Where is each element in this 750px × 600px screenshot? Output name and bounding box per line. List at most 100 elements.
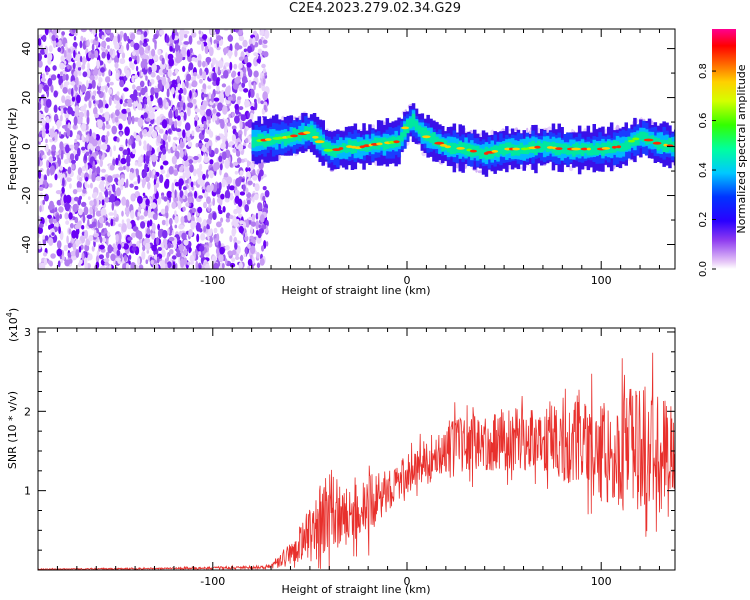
noise-speck [64, 259, 71, 267]
noise-speck [224, 159, 230, 169]
noise-speck [137, 174, 141, 184]
noise-speck [117, 34, 121, 43]
noise-speck [229, 214, 234, 220]
noise-speck [94, 106, 97, 111]
ridge-cell [344, 144, 349, 154]
noise-speck [145, 205, 148, 211]
noise-speck [85, 90, 91, 100]
noise-speck [167, 77, 171, 83]
noise-speck [246, 62, 252, 68]
noise-speck [202, 93, 208, 98]
noise-speck [207, 57, 210, 65]
noise-speck [234, 49, 238, 58]
noise-speck [135, 229, 141, 239]
noise-speck [244, 232, 248, 237]
noise-speck [60, 55, 65, 62]
ridge-cell [318, 135, 323, 145]
noise-speck [225, 218, 231, 223]
noise-speck [188, 159, 194, 164]
noise-speck [198, 53, 201, 61]
bottom-y-tick-label: 3 [24, 326, 31, 339]
noise-speck [241, 178, 245, 183]
ridge-core [555, 147, 563, 151]
noise-speck [38, 226, 43, 234]
noise-speck [263, 104, 267, 111]
noise-speck [208, 46, 214, 57]
noise-speck [203, 201, 207, 209]
noise-speck [153, 106, 160, 110]
top-x-tick-label: -100 [200, 274, 225, 287]
noise-speck [58, 39, 62, 48]
noise-speck [260, 100, 264, 105]
noise-speck [123, 254, 127, 262]
noise-speck [67, 242, 72, 249]
noise-speck [173, 169, 179, 177]
noise-speck [256, 58, 261, 63]
noise-speck [162, 68, 167, 74]
noise-speck [42, 234, 45, 240]
noise-speck [128, 57, 133, 62]
noise-speck [98, 216, 105, 224]
noise-speck [133, 59, 138, 65]
noise-speck [163, 196, 168, 202]
ridge-cell [283, 132, 288, 146]
noise-speck [187, 212, 192, 221]
noise-speck [160, 208, 166, 215]
noise-speck [44, 29, 49, 36]
noise-speck [218, 209, 223, 215]
noise-speck [201, 146, 208, 152]
noise-speck [48, 156, 54, 163]
noise-speck [71, 96, 76, 102]
noise-speck [94, 229, 97, 234]
noise-speck [96, 59, 101, 69]
noise-speck [234, 189, 240, 197]
noise-speck [50, 84, 54, 93]
noise-speck [46, 159, 49, 169]
noise-speck [218, 155, 223, 163]
noise-speck [189, 90, 192, 99]
noise-speck [77, 208, 83, 216]
noise-speck [137, 102, 143, 111]
noise-speck [165, 52, 168, 61]
noise-speck [262, 186, 267, 191]
noise-speck [58, 131, 62, 137]
noise-speck [126, 154, 131, 164]
noise-speck [186, 73, 192, 82]
noise-speck [64, 212, 69, 220]
noise-speck [169, 249, 174, 255]
noise-speck [133, 131, 137, 139]
noise-speck [260, 72, 263, 79]
ridge-cell [542, 141, 547, 151]
noise-speck [165, 173, 170, 178]
noise-speck [184, 160, 189, 168]
ridge-cell [475, 145, 480, 156]
halo-speck [526, 127, 529, 133]
noise-speck [167, 242, 172, 249]
noise-speck [108, 212, 114, 216]
noise-speck [133, 181, 138, 185]
noise-speck [164, 258, 168, 265]
noise-speck [159, 174, 164, 184]
noise-speck [205, 108, 212, 117]
noise-speck [252, 37, 256, 46]
noise-speck [171, 31, 175, 41]
noise-speck [114, 177, 119, 183]
noise-speck [127, 236, 133, 241]
noise-speck [245, 187, 249, 194]
noise-speck [125, 211, 130, 217]
noise-speck [52, 65, 57, 71]
noise-speck [182, 206, 186, 212]
ridge-cell [540, 143, 544, 153]
noise-speck [213, 227, 218, 234]
noise-speck [174, 181, 180, 187]
noise-speck [155, 237, 160, 246]
noise-speck [105, 76, 111, 83]
ridge-cell [324, 141, 328, 154]
noise-speck [129, 171, 133, 179]
noise-speck [87, 254, 90, 261]
noise-speck [86, 68, 91, 78]
noise-speck [224, 258, 228, 265]
noise-speck [229, 162, 233, 168]
noise-speck [97, 99, 104, 109]
noise-speck [133, 42, 140, 51]
